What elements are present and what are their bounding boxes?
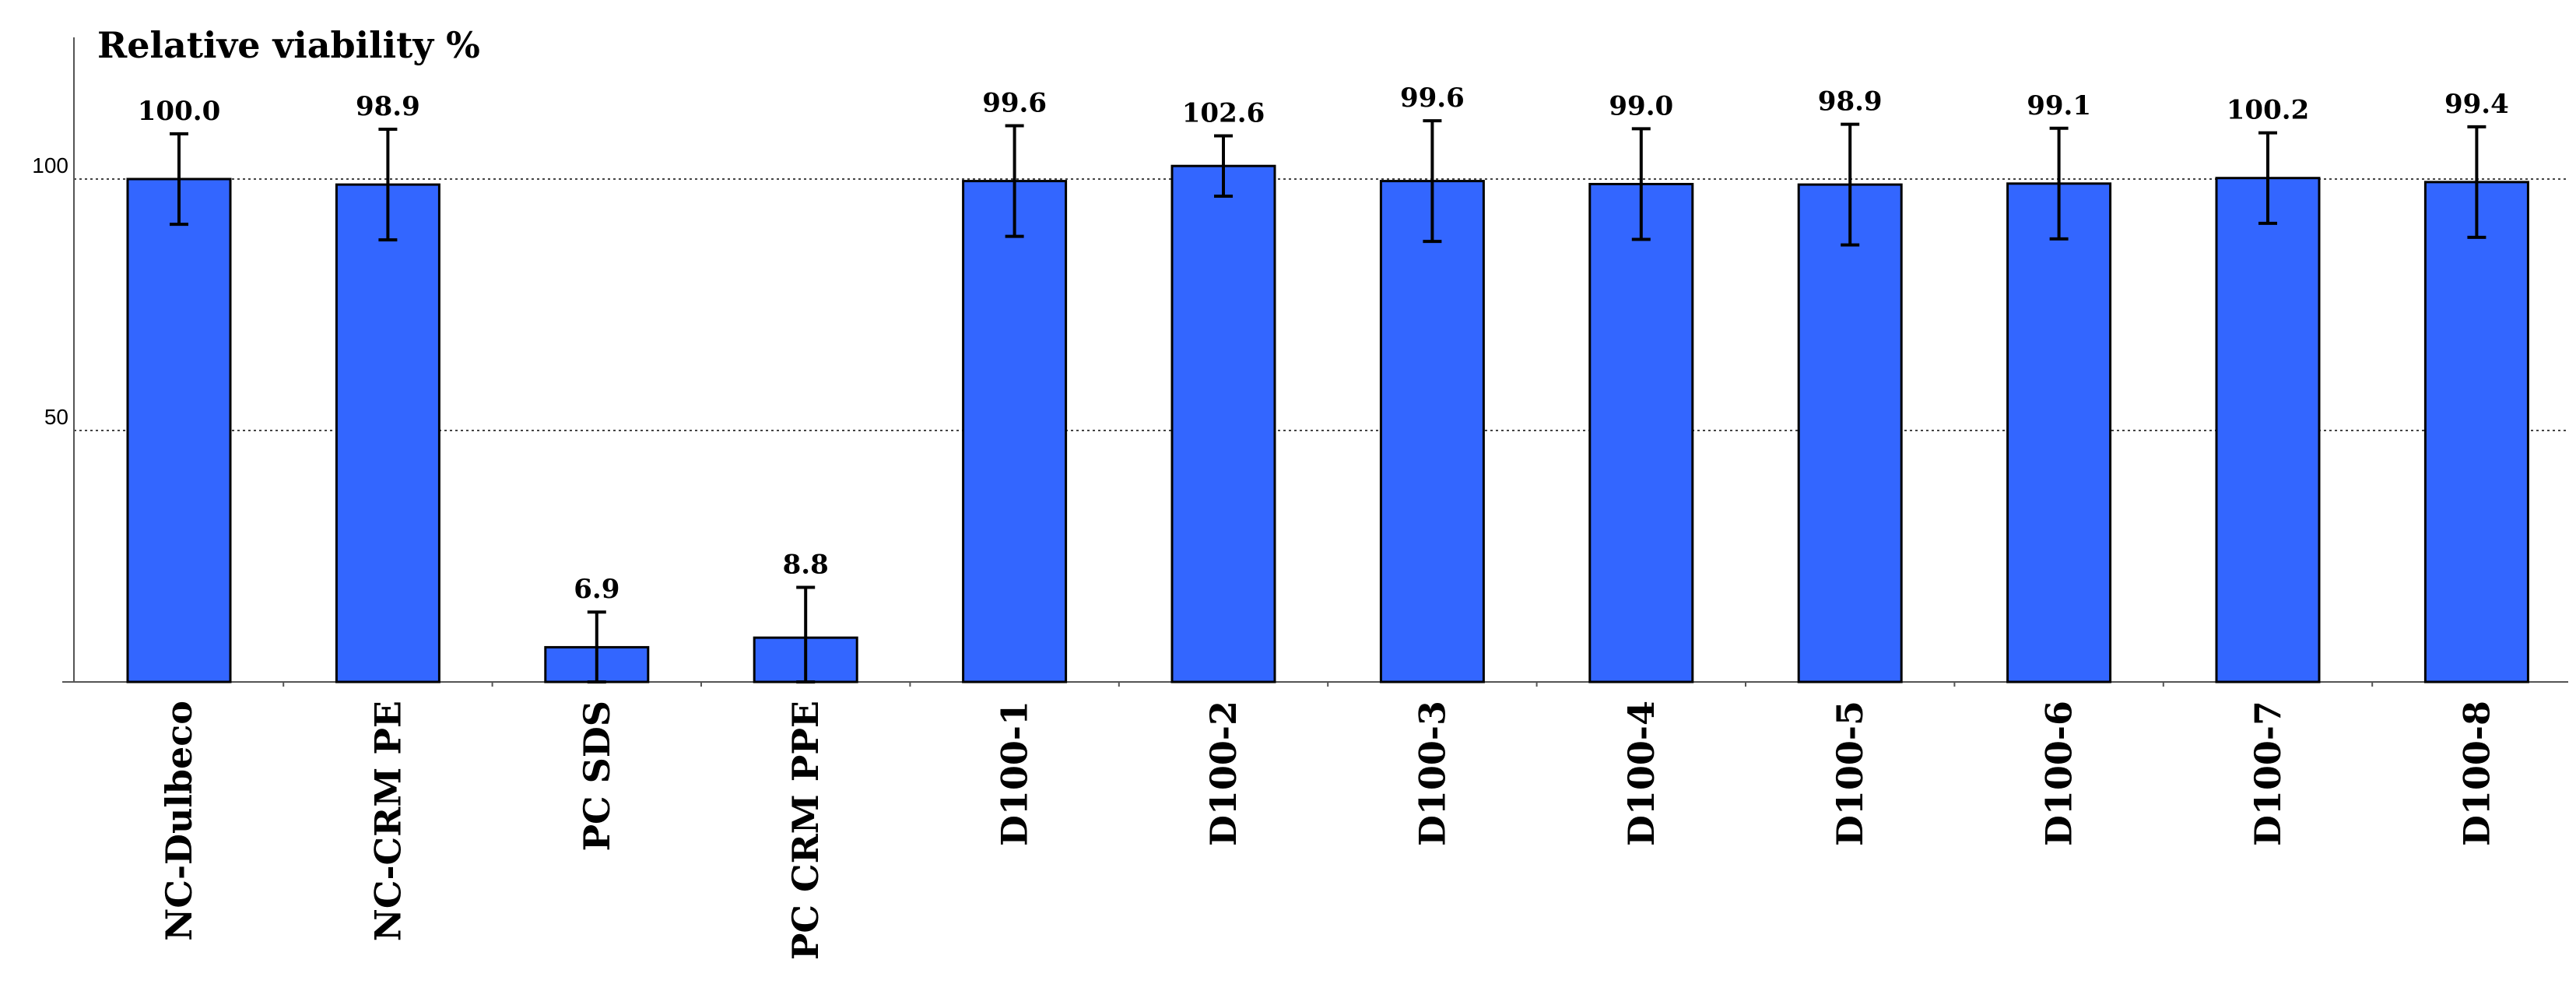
value-label: 98.9 xyxy=(356,91,420,122)
bar xyxy=(1379,180,1485,683)
value-label: 99.4 xyxy=(2444,89,2509,120)
category-label: NC-CRM PE xyxy=(367,701,409,941)
error-bar xyxy=(1631,127,1651,241)
error-bar xyxy=(1005,124,1024,238)
category-label: D100-8 xyxy=(2455,701,2497,846)
category-label: D100-4 xyxy=(1620,701,1662,846)
value-label: 102.6 xyxy=(1182,97,1265,128)
error-bar xyxy=(378,128,398,242)
bar xyxy=(1797,183,1903,683)
bar xyxy=(962,180,1068,683)
bar xyxy=(126,177,232,683)
category-label: D100-6 xyxy=(2038,701,2080,846)
category-label: D100-2 xyxy=(1202,701,1244,846)
gridlines xyxy=(74,178,2568,431)
y-tick-label: 100 xyxy=(32,153,68,177)
value-label: 8.8 xyxy=(783,550,829,581)
bar xyxy=(1170,164,1276,683)
category-label: D100-1 xyxy=(994,701,1036,846)
value-label: 99.6 xyxy=(1400,83,1465,114)
error-bars xyxy=(170,119,2487,683)
bar xyxy=(2423,181,2529,683)
bar xyxy=(1588,182,1694,683)
error-bar xyxy=(1841,122,1860,247)
category-labels: NC-Dulbeco NC-CRM PE PC SDS PC CRM PPE D100-… xyxy=(158,701,2497,960)
chart-title: Relative viability % xyxy=(97,24,480,66)
error-bar xyxy=(1423,119,1442,244)
value-label: 98.9 xyxy=(1818,86,1883,118)
value-labels: 100.0 98.9 6.9 8.8 99.6 102.6 99.6 99.0 98.9 99.1… xyxy=(138,83,2509,605)
bar xyxy=(335,183,440,683)
y-axis-ticks: 50 100 xyxy=(32,153,68,429)
error-bar xyxy=(1214,134,1233,198)
error-bar xyxy=(587,610,606,683)
y-tick-label: 50 xyxy=(44,405,68,429)
error-bar xyxy=(2467,125,2487,239)
value-label: 99.1 xyxy=(2027,90,2091,121)
category-label: PC CRM PPE xyxy=(784,701,826,960)
value-label: 99.0 xyxy=(1609,90,1673,121)
bars xyxy=(126,164,2529,687)
error-bar xyxy=(170,132,188,227)
value-label: 6.9 xyxy=(574,574,619,605)
bar xyxy=(2006,182,2112,683)
category-label: NC-Dulbeco xyxy=(158,701,200,941)
error-bar xyxy=(2258,131,2277,225)
bar xyxy=(2215,177,2321,683)
category-label: PC SDS xyxy=(576,701,618,852)
value-label: 99.6 xyxy=(982,88,1047,119)
category-label: D100-3 xyxy=(1411,701,1453,846)
category-label: D100-5 xyxy=(1829,701,1871,846)
error-bar xyxy=(796,585,816,683)
value-label: 100.2 xyxy=(2227,95,2309,126)
category-label: D100-7 xyxy=(2247,701,2289,846)
error-bar xyxy=(2049,126,2069,241)
value-label: 100.0 xyxy=(138,96,220,127)
